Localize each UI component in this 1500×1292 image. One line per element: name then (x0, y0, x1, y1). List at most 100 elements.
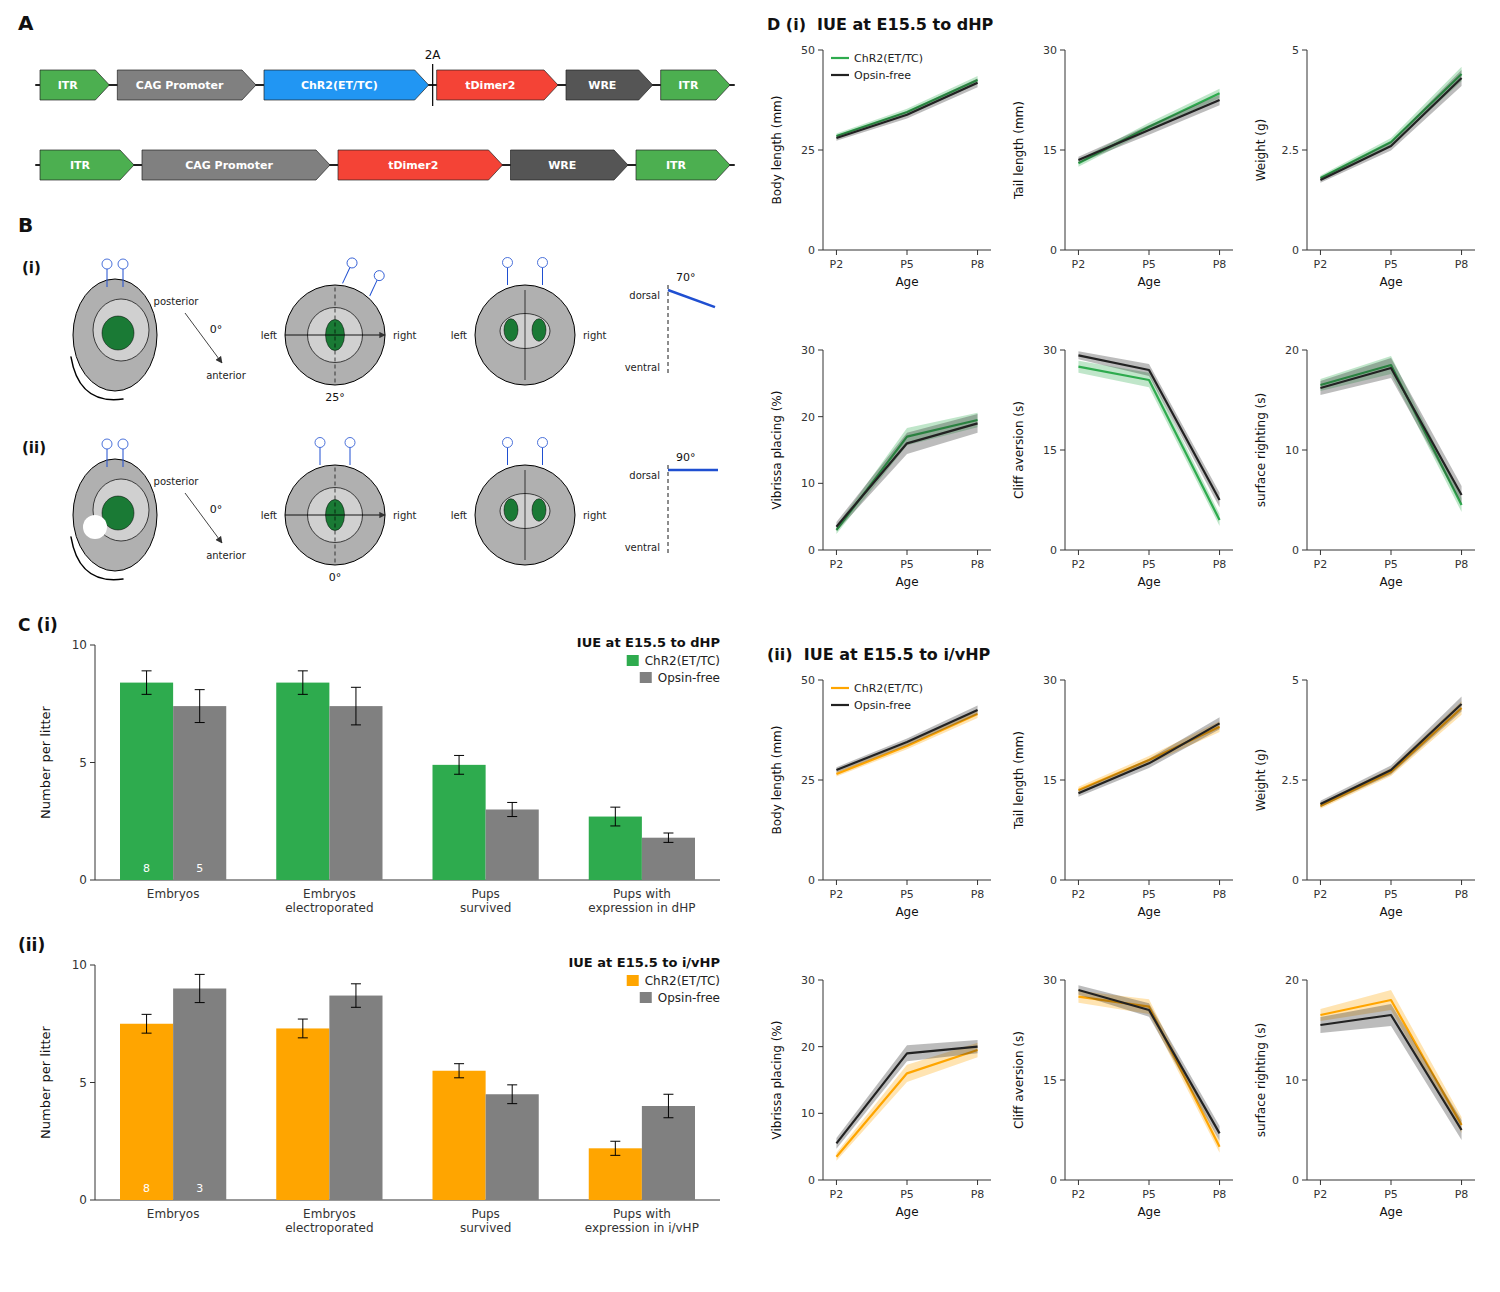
annotation: ventral (625, 362, 660, 373)
marks (1320, 356, 1461, 512)
x-tick (1461, 550, 1462, 555)
y-axis (1065, 980, 1066, 1180)
vertical-reference (668, 285, 669, 375)
error-cap (195, 974, 205, 975)
embryo (73, 459, 157, 571)
annotation: right (393, 330, 417, 341)
y-axis (1307, 980, 1308, 1180)
bar (642, 1106, 695, 1200)
panel-title: (ii) IUE at E15.5 to i/vHP (767, 645, 991, 664)
panel-a: AITRCAG PromoterChR2(ET/TC)tDimer2WREITR… (18, 11, 734, 180)
y-tick-label: 20 (801, 1041, 815, 1054)
y-tick-label: 20 (1285, 344, 1299, 357)
x-axis-label: Age (1379, 575, 1402, 589)
y-tick-label: 0 (1050, 1174, 1057, 1187)
x-tick (836, 1180, 837, 1185)
error-cap (454, 1063, 464, 1064)
element-label: CAG Promoter (185, 159, 273, 172)
error-cap (610, 1141, 620, 1142)
x-tick (1149, 1180, 1150, 1185)
annotation: posterior (154, 476, 200, 487)
panel-title: D (i) IUE at E15.5 to dHP (767, 15, 994, 34)
error-bar (142, 671, 152, 695)
x-tick (1320, 880, 1321, 885)
y-tick-label: 25 (801, 774, 815, 787)
x-tick (1078, 250, 1079, 255)
x-tick-label: P2 (1314, 888, 1328, 901)
y-tick (818, 680, 823, 681)
electrode-wire (507, 268, 508, 286)
x-tick (907, 550, 908, 555)
electrode (373, 269, 386, 282)
text-line: electroporated (285, 901, 373, 915)
panel-label: (ii) (18, 935, 45, 955)
y-tick-label: 5 (79, 756, 87, 770)
y-axis (823, 50, 824, 250)
text-line: Pups with (613, 1207, 671, 1221)
x-tick-label: P2 (1072, 888, 1086, 901)
bar (486, 1094, 539, 1200)
y-tick (1302, 550, 1307, 551)
sem-band (1320, 67, 1461, 181)
x-tick (1461, 250, 1462, 255)
sem-band (836, 78, 977, 140)
hippocampus (102, 316, 134, 350)
error-cap (298, 1037, 308, 1038)
x-axis-label: Age (1137, 905, 1160, 919)
marks (1078, 717, 1219, 796)
error-stem (668, 833, 669, 842)
bar (589, 817, 642, 880)
x-axis-label: Age (895, 905, 918, 919)
error-bar (610, 1141, 620, 1155)
y-tick-label: 10 (1285, 1074, 1299, 1087)
annotation: anterior (206, 370, 247, 381)
electrode (345, 438, 355, 448)
y-tick (1060, 1180, 1065, 1181)
brain-coronal (475, 285, 575, 385)
error-bar (195, 690, 205, 723)
hippocampus (504, 499, 518, 522)
error-cap (663, 833, 673, 834)
annotation: ventral (625, 542, 660, 553)
error-cap (454, 774, 464, 775)
element-label: tDimer2 (388, 159, 438, 172)
text-line: Pups (471, 887, 500, 901)
y-tick (1302, 880, 1307, 881)
x-tick-label: P8 (1455, 258, 1469, 271)
x-tick-label: P2 (1314, 558, 1328, 571)
y-tick-label: 0 (808, 1174, 815, 1187)
midline (335, 468, 336, 563)
error-cap (195, 689, 205, 690)
y-tick (818, 550, 823, 551)
legend-swatch (640, 672, 652, 683)
error-cap (351, 687, 361, 688)
error-bar (663, 1094, 673, 1118)
x-tick (1078, 1180, 1079, 1185)
element-label: ITR (678, 79, 699, 92)
error-stem (668, 1094, 669, 1118)
sem-band (1320, 696, 1461, 807)
legend-entry: Opsin-free (854, 699, 911, 712)
error-bar (298, 671, 308, 695)
y-tick-label: 0 (79, 1193, 87, 1207)
embryo-tail (71, 537, 123, 580)
y-tick (818, 880, 823, 881)
bar (120, 1024, 173, 1200)
y-tick-label: 30 (1043, 974, 1057, 987)
y-tick (1060, 250, 1065, 251)
marks (836, 76, 977, 141)
y-tick-label: 30 (1043, 674, 1057, 687)
error-cap (610, 825, 620, 826)
error-cap (142, 1033, 152, 1034)
line-chart: 02.55P2P5P8AgeWeight (g) (1254, 44, 1475, 289)
annotation: 0° (210, 323, 223, 336)
bar (433, 1071, 486, 1200)
x-tick-label: P2 (1072, 1188, 1086, 1201)
y-axis-label: Vibrissa placing (%) (770, 1021, 784, 1140)
vertical-reference (668, 465, 669, 555)
y-tick-label: 20 (801, 411, 815, 424)
legend-entry: Opsin-free (658, 991, 720, 1005)
midline (525, 290, 526, 380)
y-tick (1060, 550, 1065, 551)
y-axis-label: Cliff aversion (s) (1012, 1031, 1026, 1129)
